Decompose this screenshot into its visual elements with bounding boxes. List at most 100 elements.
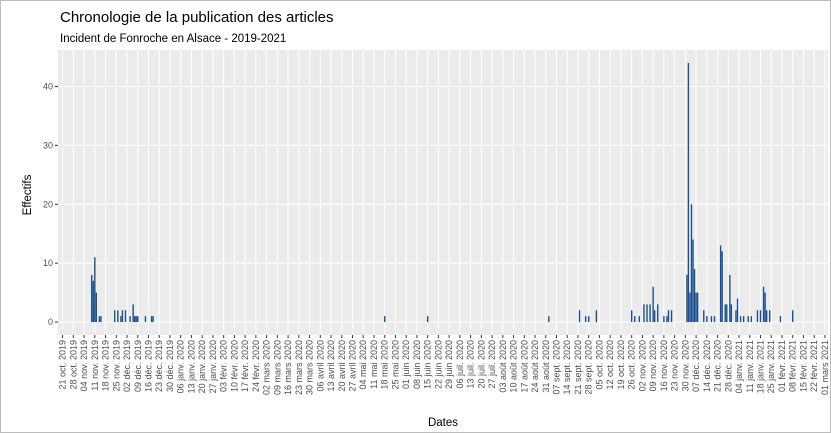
bar <box>120 316 122 323</box>
chart-title: Chronologie de la publication des articl… <box>60 9 334 26</box>
x-tick-label: 07 déc. 2020 <box>691 340 701 392</box>
bar <box>653 310 656 323</box>
x-tick-label: 03 févr. 2020 <box>219 340 229 392</box>
x-tick-label: 06 juil. 2020 <box>455 340 465 389</box>
x-tick-label: 25 mai 2020 <box>390 340 400 390</box>
x-tick-label: 04 janv. 2021 <box>734 340 744 393</box>
bar <box>98 316 101 323</box>
x-tick-label: 27 avril 2020 <box>348 340 358 392</box>
x-tick-label: 07 sept. 2020 <box>552 340 562 395</box>
bar <box>747 316 749 323</box>
bar <box>114 310 116 323</box>
x-tick-label: 24 août 2020 <box>530 340 540 393</box>
bar <box>719 245 722 323</box>
x-tick-label: 21 déc. 2020 <box>713 340 723 392</box>
bar <box>696 292 699 323</box>
x-tick-label: 16 déc. 2019 <box>143 340 153 392</box>
y-tick-label: 40 <box>43 82 53 92</box>
bar <box>649 304 651 323</box>
x-tick-label: 30 déc. 2019 <box>165 340 175 392</box>
x-tick-label: 20 avril 2020 <box>337 340 347 392</box>
x-tick-label: 06 janv. 2020 <box>176 340 186 393</box>
x-tick-label: 18 mai 2020 <box>380 340 390 390</box>
bar <box>735 310 737 323</box>
x-tick-label: 01 févr. 2021 <box>777 340 787 392</box>
bar <box>762 286 765 323</box>
x-tick-label: 04 mai 2020 <box>358 340 368 390</box>
bar <box>137 316 139 323</box>
bar <box>690 204 693 323</box>
bar <box>724 304 726 323</box>
panel <box>58 50 828 335</box>
bar <box>736 298 739 323</box>
y-tick-label: 20 <box>43 199 53 209</box>
bar <box>739 316 742 323</box>
bar <box>124 310 127 323</box>
bar <box>643 304 645 323</box>
y-tick-label: 0 <box>48 317 53 327</box>
bar <box>91 274 93 323</box>
x-tick-label: 23 nov. 2020 <box>670 340 680 391</box>
x-tick-label: 21 oct. 2019 <box>58 340 68 390</box>
bar <box>129 316 131 323</box>
bar <box>150 316 153 323</box>
x-tick-label: 08 févr. 2021 <box>788 340 798 392</box>
x-tick-label: 24 févr. 2020 <box>251 340 261 392</box>
bar <box>663 316 665 323</box>
bar <box>584 316 587 323</box>
bar <box>121 310 124 323</box>
bar <box>726 304 728 323</box>
x-tick-label: 09 mars 2020 <box>272 340 282 395</box>
x-tick-label: 03 août 2020 <box>498 340 508 393</box>
bar <box>117 310 119 323</box>
x-tick-label: 21 sept. 2020 <box>573 340 583 395</box>
x-tick-label: 09 déc. 2019 <box>133 340 143 392</box>
x-tick-label: 27 janv. 2020 <box>208 340 218 393</box>
x-tick-label: 18 janv. 2021 <box>756 340 766 393</box>
bar <box>670 310 673 323</box>
chart-subtitle: Incident de Fonroche en Alsace - 2019-20… <box>60 33 286 45</box>
bar <box>779 316 782 323</box>
bar <box>792 310 794 323</box>
bar <box>132 304 134 323</box>
x-tick-label: 02 déc. 2019 <box>122 340 132 392</box>
bar <box>765 310 768 323</box>
x-tick-label: 16 nov. 2020 <box>659 340 669 391</box>
x-tick-label: 13 juil. 2020 <box>466 340 476 389</box>
bar <box>764 292 766 323</box>
x-tick-label: 25 nov. 2019 <box>111 340 121 391</box>
bar <box>693 269 696 323</box>
bar <box>703 310 705 323</box>
x-tick-label: 26 oct. 2020 <box>627 340 637 390</box>
x-tick-label: 28 déc. 2020 <box>723 340 733 392</box>
y-tick-label: 30 <box>43 140 53 150</box>
x-tick-label: 01 mars 2021 <box>820 340 830 395</box>
bar <box>152 316 154 323</box>
x-tick-label: 11 janv. 2021 <box>745 340 755 393</box>
bar <box>692 239 694 323</box>
bar <box>95 292 98 323</box>
bar <box>666 316 668 323</box>
x-tick-label: 06 avril 2020 <box>315 340 325 392</box>
bar <box>638 316 641 323</box>
bar <box>630 310 633 323</box>
y-axis-label: Effectifs <box>22 174 34 215</box>
bar <box>634 316 636 323</box>
bar <box>759 310 762 323</box>
bar <box>100 316 102 323</box>
x-tick-label: 19 oct. 2020 <box>616 340 626 390</box>
bar <box>135 316 137 323</box>
x-tick-label: 13 avril 2020 <box>326 340 336 392</box>
x-tick-label: 30 nov. 2020 <box>680 340 690 391</box>
x-tick-label: 20 janv. 2020 <box>197 340 207 393</box>
x-tick-label: 13 janv. 2020 <box>186 340 196 393</box>
bar <box>667 310 670 323</box>
bar <box>384 316 386 323</box>
x-tick-label: 02 nov. 2020 <box>637 340 647 391</box>
x-tick-label: 11 mai 2020 <box>369 340 379 389</box>
x-tick-label: 31 août 2020 <box>541 340 551 393</box>
bar <box>686 274 688 323</box>
x-tick-label: 12 oct. 2020 <box>605 340 615 390</box>
bar <box>657 304 659 323</box>
bar <box>756 310 759 323</box>
